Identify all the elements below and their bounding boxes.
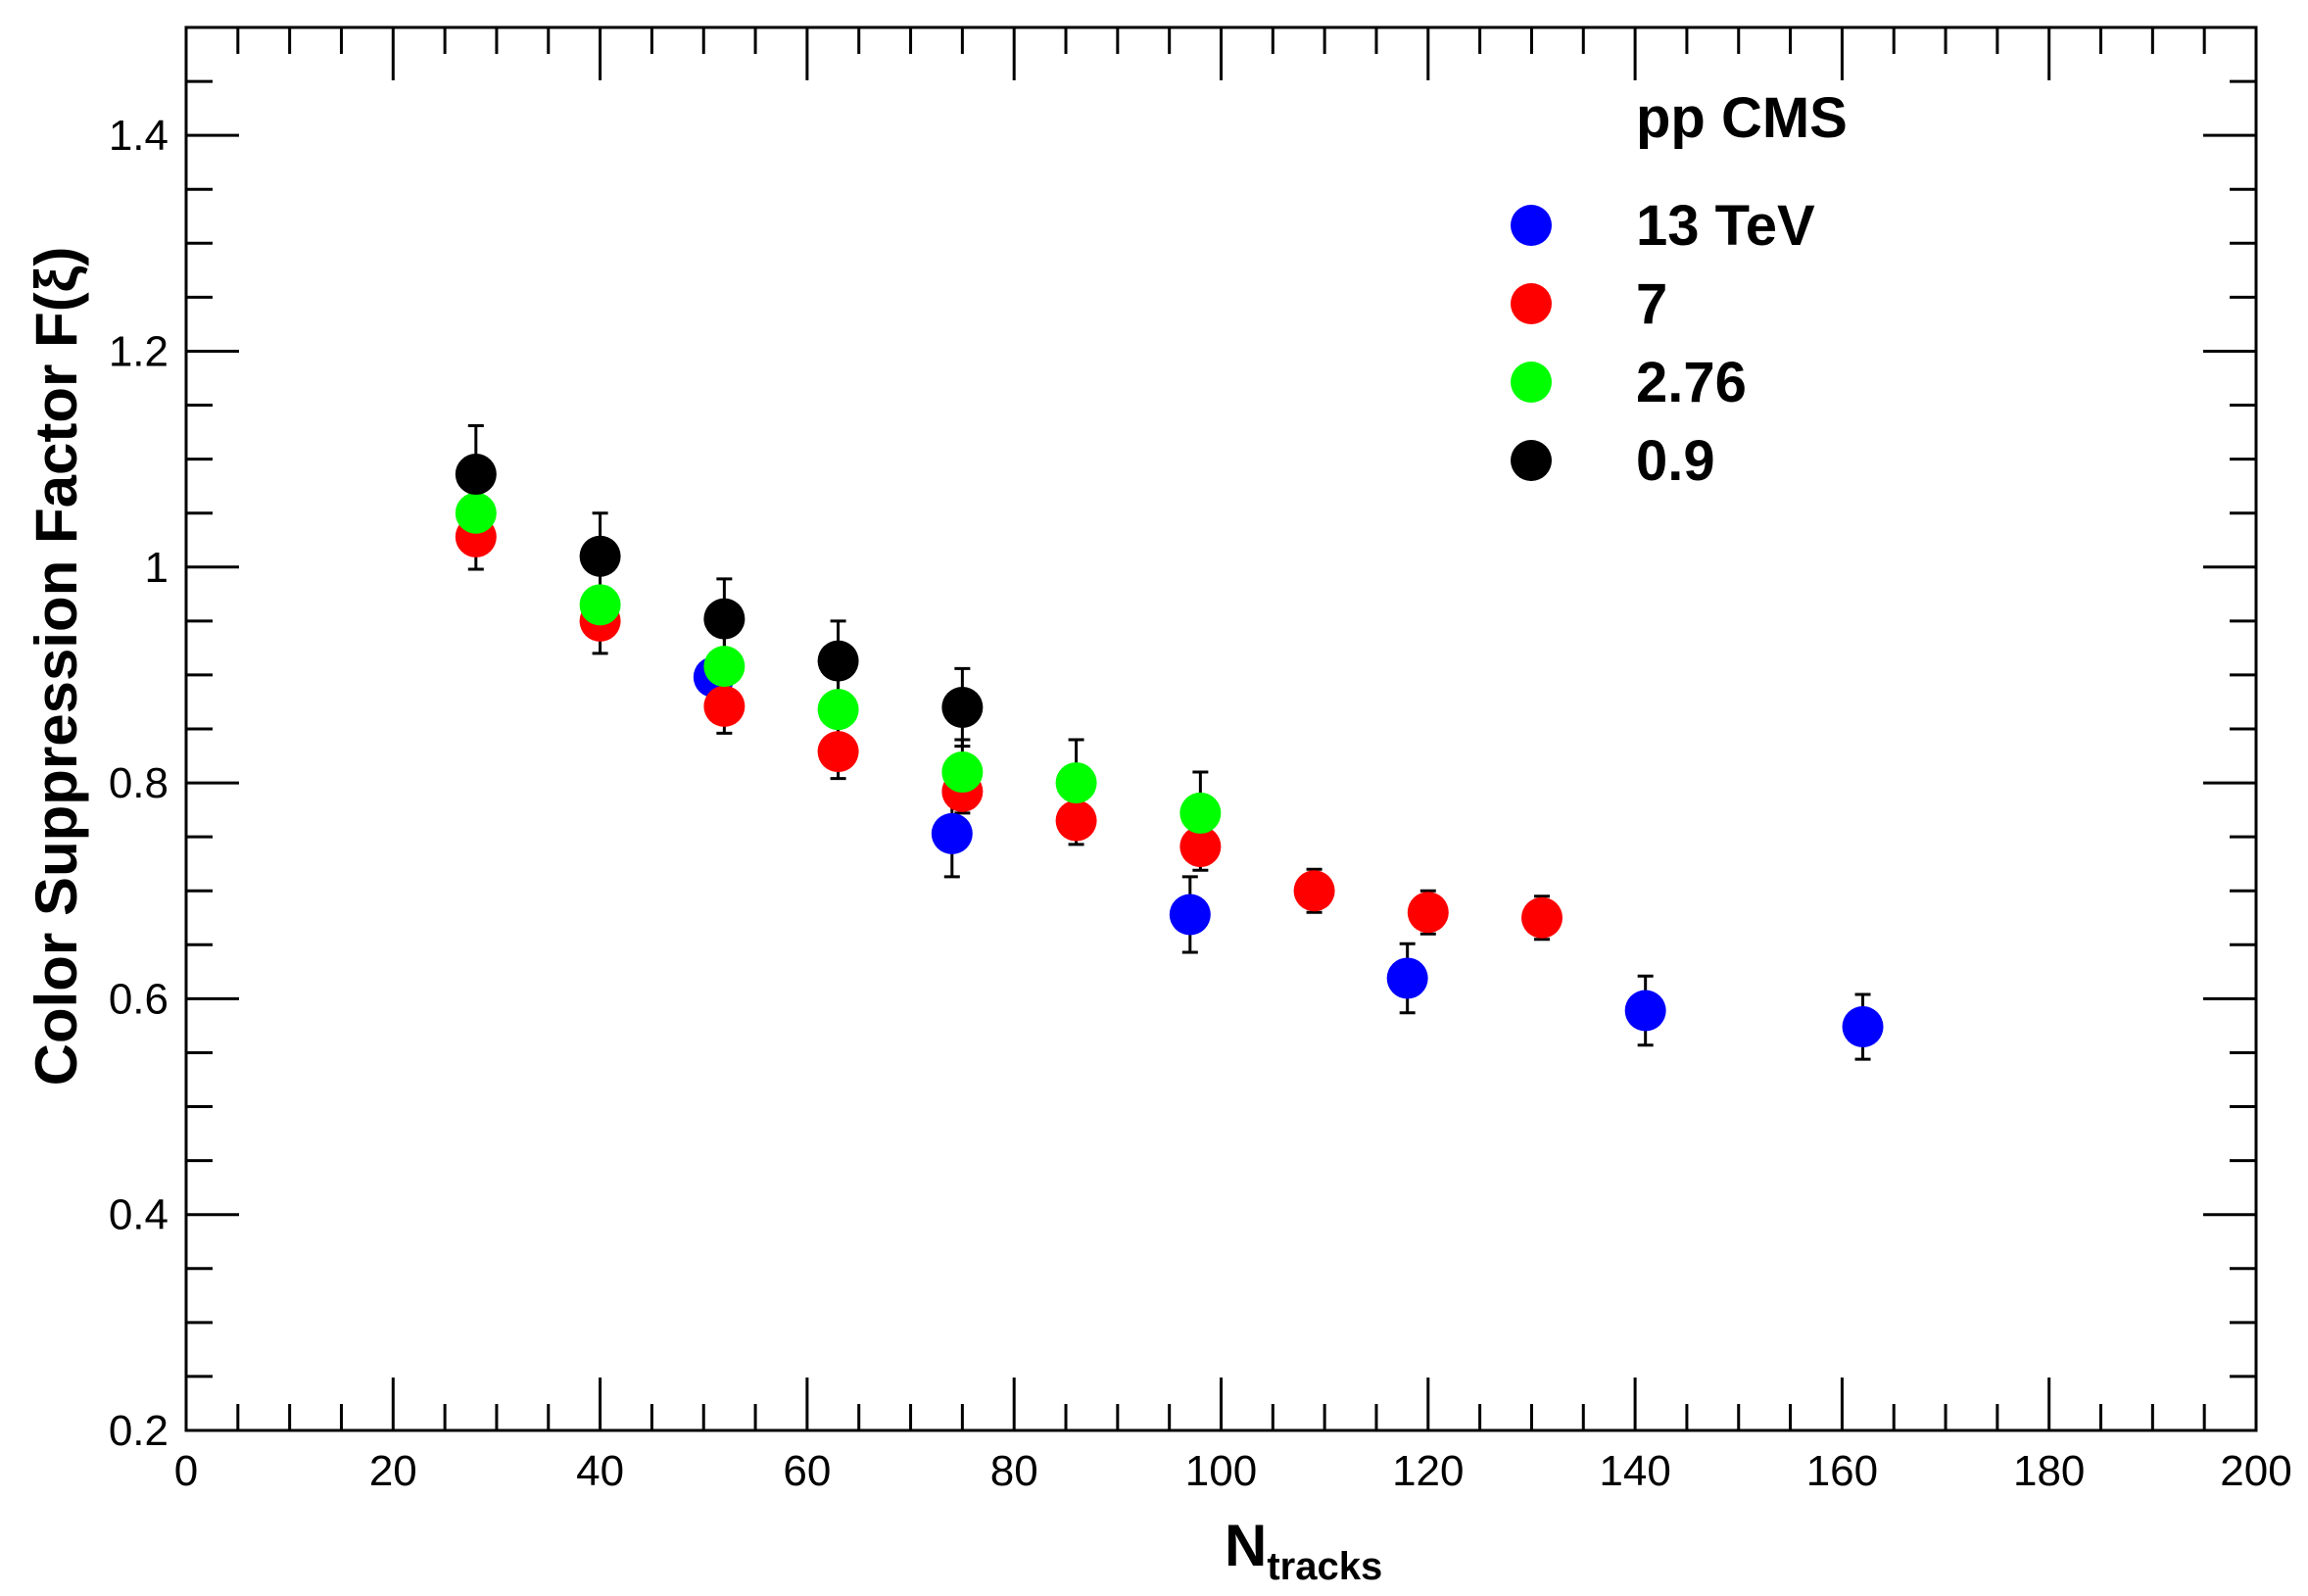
data-point-0-9 <box>579 535 621 577</box>
x-tick-label: 100 <box>1185 1447 1257 1495</box>
data-point-0-9 <box>455 454 497 496</box>
y-tick-label: 1.4 <box>109 112 168 160</box>
data-point-7 <box>1055 799 1097 842</box>
data-point-7 <box>1407 892 1449 934</box>
data-point-7 <box>703 685 745 727</box>
x-tick-label: 0 <box>174 1447 198 1495</box>
legend-label-13-tev: 13 TeV <box>1636 194 1815 258</box>
data-point-13-tev <box>1624 990 1666 1032</box>
x-tick-label: 80 <box>990 1447 1038 1495</box>
x-tick-label: 180 <box>2013 1447 2085 1495</box>
data-point-13-tev <box>1386 957 1428 999</box>
data-point-2-76 <box>941 751 984 794</box>
x-axis-title-sub: tracks <box>1267 1545 1382 1588</box>
x-tick-label: 140 <box>1599 1447 1670 1495</box>
data-point-13-tev <box>1169 894 1211 936</box>
x-tick-label: 120 <box>1392 1447 1464 1495</box>
y-tick-label: 0.4 <box>109 1191 168 1239</box>
x-tick-label: 20 <box>369 1447 417 1495</box>
x-axis-title: Ntracks <box>1225 1513 1382 1588</box>
data-point-7 <box>817 731 859 773</box>
x-tick-label: 60 <box>783 1447 831 1495</box>
y-tick-label: 0.6 <box>109 975 168 1023</box>
y-tick-label: 0.8 <box>109 759 168 807</box>
legend-label-0-9: 0.9 <box>1636 429 1715 493</box>
x-axis-title-main: N <box>1225 1513 1267 1578</box>
data-point-7 <box>1179 826 1222 868</box>
data-point-2-76 <box>455 492 497 534</box>
legend-label-2-76: 2.76 <box>1636 351 1747 414</box>
y-tick-label: 0.2 <box>109 1407 168 1455</box>
data-point-2-76 <box>817 689 859 731</box>
legend-marker-2-76 <box>1511 362 1552 403</box>
y-axis-title: Color Suppression Factor F(ξ) <box>24 247 89 1087</box>
data-point-7 <box>1521 896 1563 939</box>
data-point-2-76 <box>1055 762 1097 804</box>
y-tick-label: 1 <box>145 544 168 592</box>
data-points <box>455 454 1884 1048</box>
legend: pp CMS 13 TeV 7 2.76 0.9 <box>1511 86 1848 493</box>
x-tick-label: 160 <box>1806 1447 1878 1495</box>
x-tick-label: 40 <box>576 1447 624 1495</box>
data-point-2-76 <box>1179 792 1222 834</box>
tick-labels: 0 20 40 60 80 100 120 140 160 180 200 0.2 0.4 0.6 0.8 1… <box>109 112 2292 1495</box>
legend-marker-13-tev <box>1511 205 1552 246</box>
legend-title: pp CMS <box>1636 86 1848 150</box>
data-point-13-tev <box>931 812 973 854</box>
plot-frame <box>184 25 2258 1432</box>
data-point-0-9 <box>941 686 984 728</box>
data-point-2-76 <box>579 584 621 626</box>
legend-marker-7 <box>1511 283 1552 324</box>
legend-marker-0-9 <box>1511 440 1552 481</box>
y-tick-label: 1.2 <box>109 327 168 375</box>
data-point-0-9 <box>817 640 859 682</box>
data-point-0-9 <box>703 598 745 640</box>
data-point-7 <box>1293 870 1335 912</box>
data-point-13-tev <box>1842 1006 1884 1048</box>
legend-label-7: 7 <box>1636 272 1667 336</box>
x-tick-label: 200 <box>2220 1447 2291 1495</box>
data-point-2-76 <box>703 646 745 688</box>
